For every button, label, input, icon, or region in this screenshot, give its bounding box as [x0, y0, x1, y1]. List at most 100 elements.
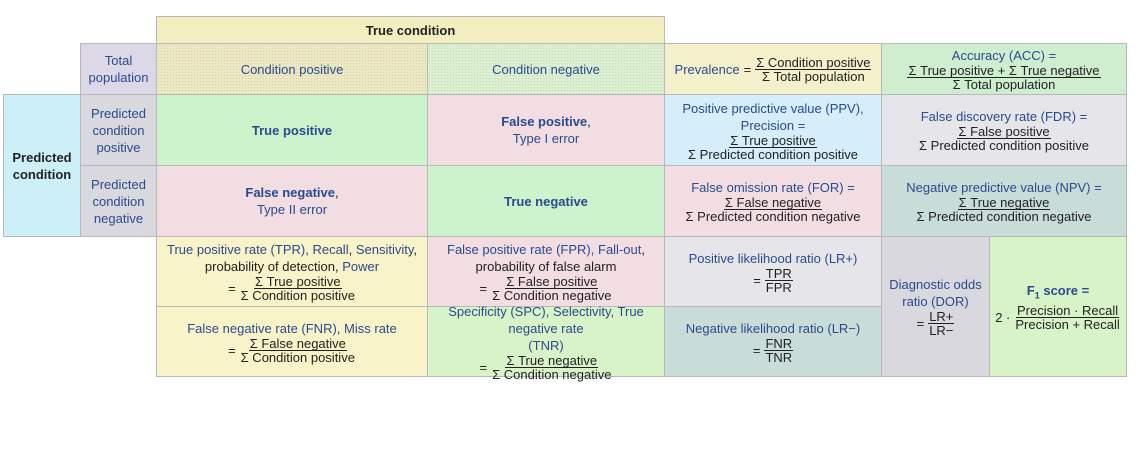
ppv-formula: Σ True positive Σ Predicted condition po…	[687, 134, 859, 161]
accuracy-numerator: Σ True positive + Σ True negative	[907, 63, 1101, 78]
tpr-comma-1: ,	[348, 242, 353, 257]
total-population-link[interactable]: Total population	[88, 53, 149, 85]
fdr-cell: False discovery rate (FDR) = Σ False pos…	[881, 94, 1127, 166]
tpr-equals: =	[228, 281, 236, 296]
true-positive-link[interactable]: True positive	[251, 122, 333, 138]
lr-negative-denominator: TNR	[765, 349, 793, 365]
tpr-cell: True positive rate (TPR), Recall, Sensit…	[156, 236, 428, 307]
power-link[interactable]: Power	[342, 259, 380, 274]
true-negative-link[interactable]: True negative	[504, 193, 588, 209]
condition-negative-link[interactable]: Condition negative	[492, 61, 600, 77]
predicted-condition-positive-link[interactable]: Predicted condition positive	[91, 105, 146, 155]
dor-numerator: LR+	[928, 309, 955, 324]
false-positive-cell: False positive, Type I error	[427, 94, 665, 166]
tpr-comma-2: ,	[413, 242, 418, 257]
type-i-error-link[interactable]: Type I error	[512, 131, 580, 146]
predicted-condition-header: Predicted condition	[3, 94, 81, 237]
tnr-abbrev[interactable]: (TNR)	[528, 337, 564, 353]
fpr-numerator: Σ False positive	[505, 274, 599, 289]
npv-numerator: Σ True negative	[957, 195, 1051, 210]
lr-negative-equals: =	[752, 342, 761, 358]
miss-rate-link[interactable]: Miss rate	[344, 320, 397, 336]
fnr-link[interactable]: False negative rate (FNR),	[187, 320, 341, 336]
fdr-denominator: Σ Predicted condition positive	[919, 138, 1089, 153]
fdr-link[interactable]: False discovery rate (FDR) =	[920, 109, 1088, 124]
false-negative-comma: ,	[334, 185, 339, 200]
dor-link[interactable]: Diagnostic odds ratio (DOR)	[889, 277, 982, 309]
fpr-equals: =	[479, 281, 488, 296]
lr-positive-denominator: FPR	[765, 279, 792, 295]
accuracy-formula: Σ True positive + Σ True negative Σ Tota…	[907, 63, 1101, 91]
false-negative-cell: False negative, Type II error	[156, 165, 428, 237]
prevalence-equals: =	[743, 61, 752, 77]
lr-positive-equals: =	[753, 272, 761, 288]
lr-negative-formula: FNR TNR	[764, 337, 794, 365]
prevalence-cell: Prevalence = Σ Condition positive Σ Tota…	[664, 43, 882, 95]
total-population-cell: Total population	[80, 43, 157, 95]
prevalence-formula: Σ Condition positive Σ Total population	[755, 54, 872, 83]
recall-link[interactable]: Recall	[312, 242, 349, 257]
fnr-numerator: Σ False negative	[248, 335, 347, 351]
tpr-link[interactable]: True positive rate (TPR),	[166, 242, 309, 257]
npv-cell: Negative predictive value (NPV) = Σ True…	[881, 165, 1127, 237]
probability-of-false-alarm-text: probability of false alarm	[475, 259, 617, 274]
ppv-cell: Positive predictive value (PPV), Precisi…	[664, 94, 882, 166]
fdr-formula: Σ False positive Σ Predicted condition p…	[918, 125, 1090, 152]
specificity-link[interactable]: Specificity (SPC),	[448, 303, 550, 319]
true-negative-cell: True negative	[427, 165, 665, 237]
dor-formula: LR+ LR−	[928, 309, 955, 337]
tnr-equals: =	[479, 359, 488, 375]
false-negative-link[interactable]: False negative	[245, 185, 335, 200]
prevalence-numerator: Σ Condition positive	[755, 54, 872, 70]
fpr-link[interactable]: False positive rate (FPR),	[447, 242, 595, 257]
fdr-numerator: Σ False positive	[957, 124, 1051, 139]
predicted-condition-negative-link[interactable]: Predicted condition negative	[91, 176, 146, 226]
dor-cell: Diagnostic odds ratio (DOR) = LR+ LR−	[881, 236, 990, 377]
false-positive-link[interactable]: False positive	[501, 114, 588, 129]
selectivity-link[interactable]: Selectivity,	[552, 303, 615, 319]
for-link[interactable]: False omission rate (FOR) =	[691, 180, 855, 195]
lr-positive-link[interactable]: Positive likelihood ratio (LR+)	[688, 250, 858, 266]
fpr-comma: ,	[641, 242, 645, 257]
f1-numerator: Precision · Recall	[1016, 303, 1120, 319]
for-numerator: Σ False negative	[723, 195, 823, 210]
f1-link[interactable]: F1 score =	[1026, 282, 1090, 301]
f1-score-cell: F1 score = 2 · Precision · Recall Precis…	[989, 236, 1127, 377]
for-formula: Σ False negative Σ Predicted condition n…	[685, 196, 862, 223]
tnr-numerator: Σ True negative	[505, 352, 599, 368]
true-condition-label: True condition	[365, 22, 456, 38]
fnr-formula: Σ False negative Σ Condition positive	[240, 337, 356, 364]
tnr-formula: Σ True negative Σ Condition negative	[491, 354, 612, 381]
tnr-link[interactable]: True negative rate	[508, 303, 644, 336]
for-denominator: Σ Predicted condition negative	[685, 209, 861, 224]
lr-positive-formula: TPR FPR	[764, 267, 793, 295]
predicted-condition-negative-cell: Predicted condition negative	[80, 165, 157, 237]
precision-link[interactable]: Precision =	[740, 117, 806, 133]
lr-positive-cell: Positive likelihood ratio (LR+) = TPR FP…	[664, 236, 882, 307]
f1-denominator: Precision + Recall	[1015, 317, 1120, 333]
npv-link[interactable]: Negative predictive value (NPV) =	[906, 180, 1102, 195]
predicted-condition-label: Predicted condition	[12, 149, 72, 182]
for-cell: False omission rate (FOR) = Σ False nega…	[664, 165, 882, 237]
dor-equals: =	[916, 316, 925, 331]
accuracy-link[interactable]: Accuracy (ACC) =	[951, 48, 1057, 63]
ppv-link[interactable]: Positive predictive value (PPV),	[682, 100, 864, 116]
fpr-formula: Σ False positive Σ Condition negative	[491, 275, 612, 302]
false-positive-comma: ,	[587, 114, 591, 129]
prevalence-link[interactable]: Prevalence	[674, 61, 740, 77]
tpr-denominator: Σ Condition positive	[240, 288, 355, 303]
fnr-equals: =	[228, 342, 236, 358]
ppv-denominator: Σ Predicted condition positive	[688, 146, 858, 162]
fpr-cell: False positive rate (FPR), Fall-out, pro…	[427, 236, 665, 307]
fnr-cell: False negative rate (FNR), Miss rate = Σ…	[156, 306, 428, 377]
lr-negative-link[interactable]: Negative likelihood ratio (LR−)	[685, 320, 861, 336]
tnr-cell: Specificity (SPC), Selectivity, True neg…	[427, 303, 665, 381]
condition-negative-header: Condition negative	[427, 43, 665, 95]
condition-positive-link[interactable]: Condition positive	[240, 61, 344, 77]
type-ii-error-link[interactable]: Type II error	[256, 202, 328, 217]
sensitivity-link[interactable]: Sensitivity	[355, 242, 414, 257]
tnr-denominator: Σ Condition negative	[492, 366, 612, 382]
tpr-numerator: Σ True positive	[253, 274, 342, 289]
fall-out-link[interactable]: Fall-out	[598, 242, 642, 257]
accuracy-cell: Accuracy (ACC) = Σ True positive + Σ Tru…	[881, 43, 1127, 95]
